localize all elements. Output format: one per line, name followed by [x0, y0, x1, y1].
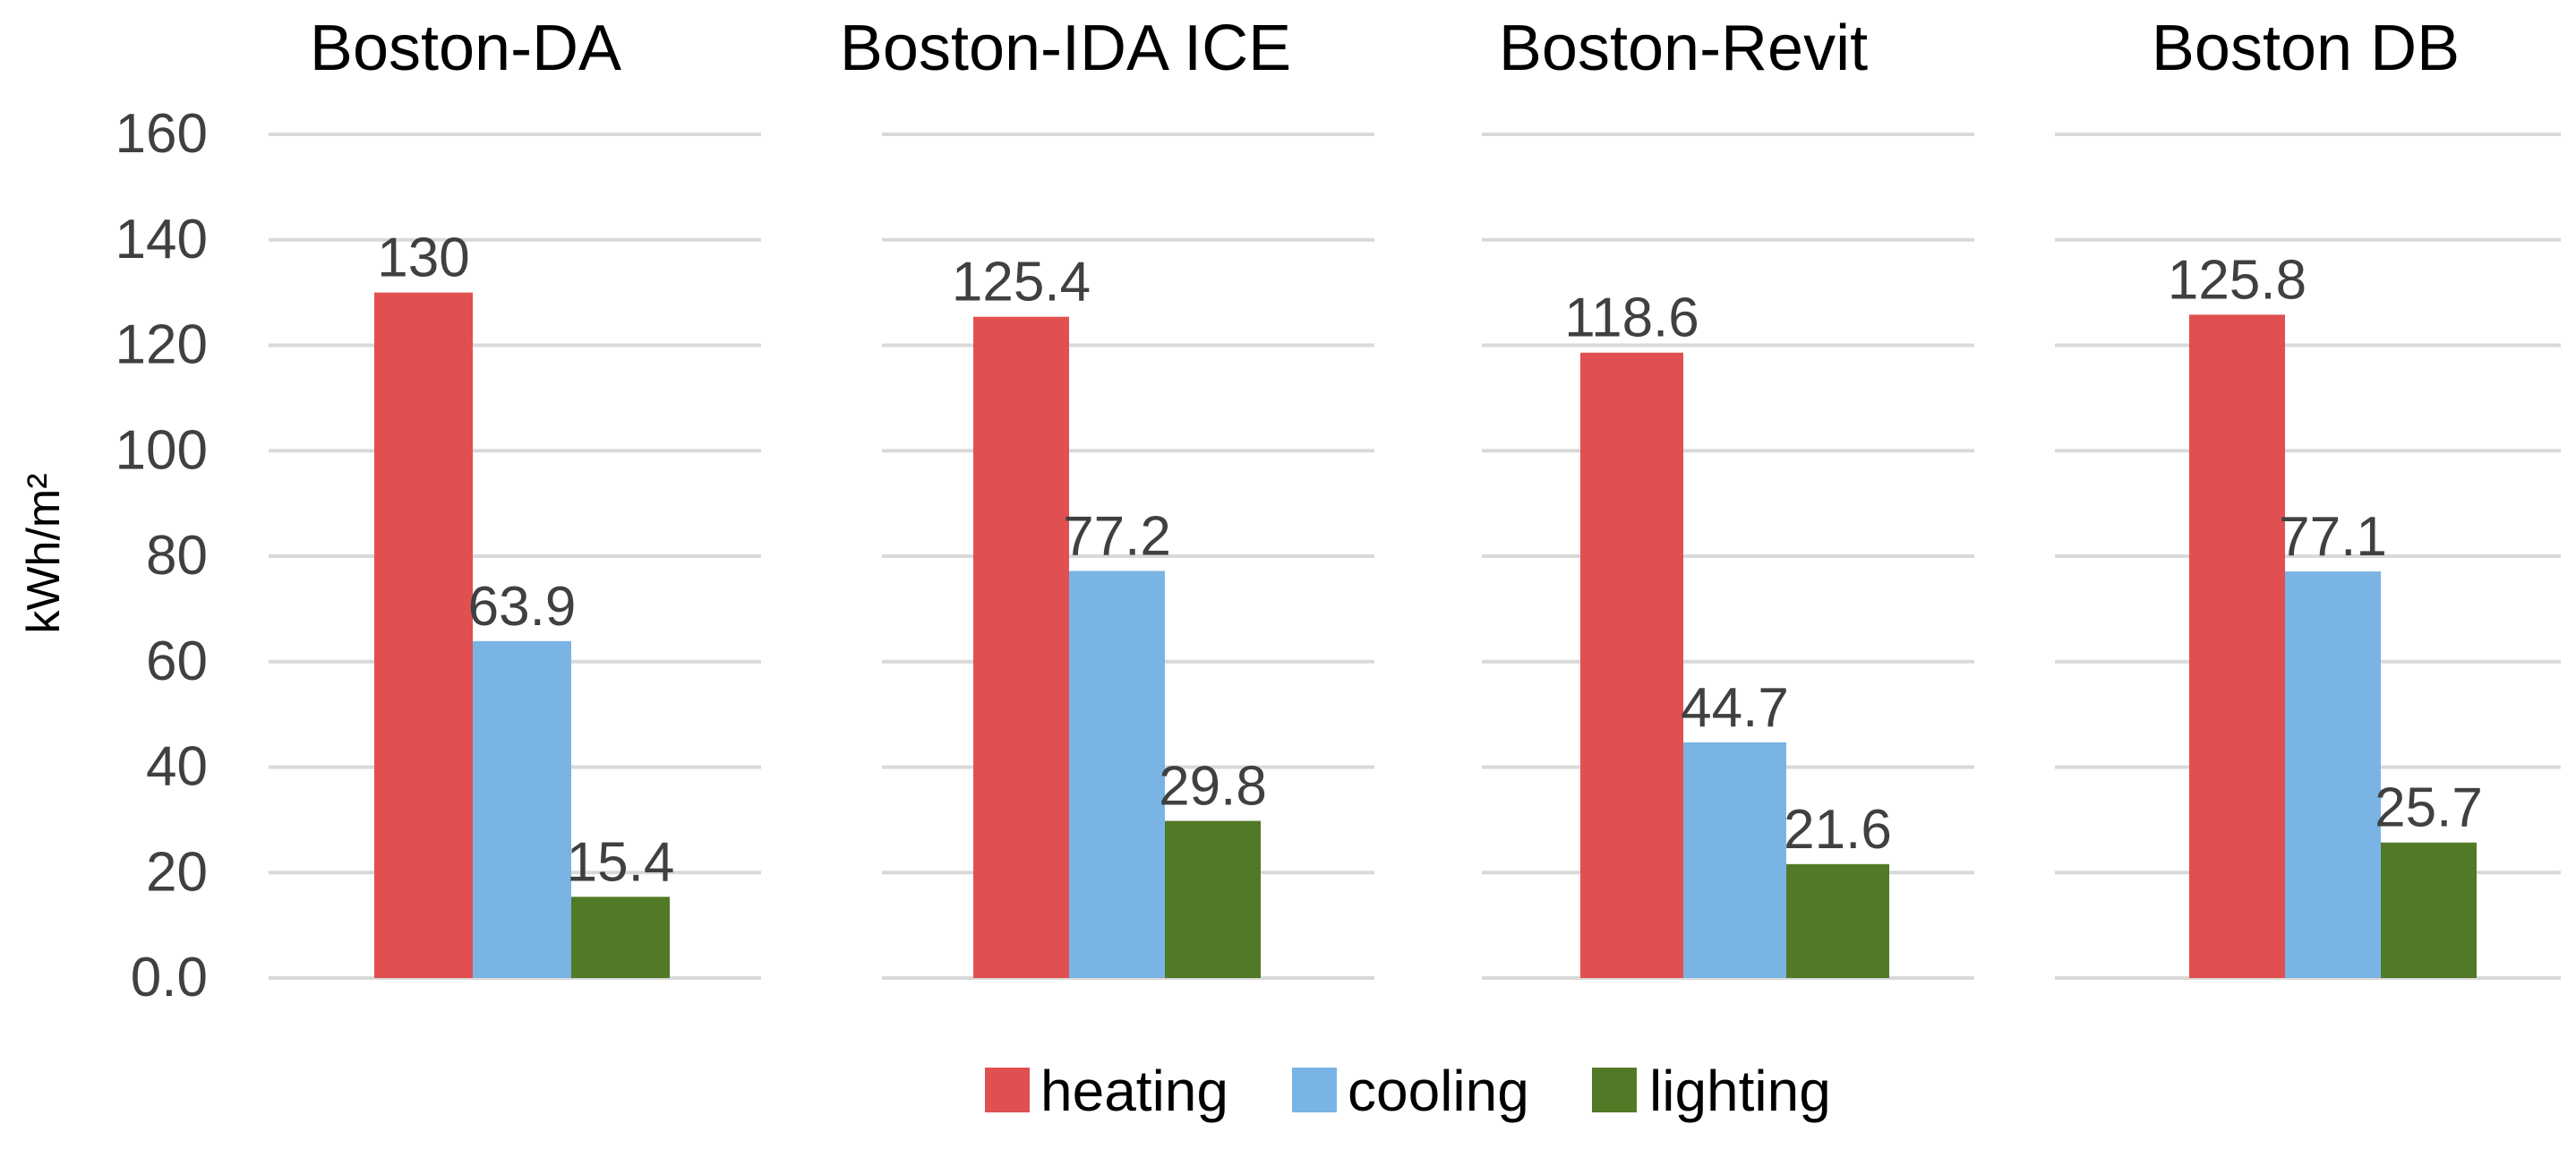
data-label: 130 [377, 227, 469, 289]
bar-cooling [473, 640, 571, 978]
y-tick-label: 60 [146, 631, 208, 692]
legend-swatch-cooling [1292, 1068, 1337, 1112]
data-label: 25.7 [2375, 777, 2483, 839]
legend-swatch-heating [985, 1068, 1030, 1112]
bar-heating [1580, 352, 1683, 978]
chart-panel: Boston-Revit 118.6 44.7 21.6 [1482, 13, 1974, 980]
bar-lighting [571, 897, 670, 978]
chart-panel: Boston DB 125.8 77.1 25.7 [2055, 13, 2561, 980]
chart-panel: Boston-IDA ICE 125.4 77.2 29.8 [840, 13, 1374, 980]
data-label: 77.2 [1063, 505, 1171, 567]
panel-title: Boston DB [2152, 13, 2460, 84]
legend-label-cooling: cooling [1348, 1059, 1529, 1123]
bar-heating [973, 316, 1069, 978]
panel-title: Boston-Revit [1499, 13, 1868, 84]
y-tick-label: 40 [146, 736, 208, 798]
data-label: 125.8 [2168, 249, 2306, 311]
data-label: 44.7 [1681, 677, 1789, 739]
bar-lighting [1165, 820, 1261, 978]
bar-lighting [2381, 842, 2477, 978]
bar-cooling [1069, 571, 1165, 978]
data-label: 21.6 [1784, 799, 1892, 861]
bar-cooling [1683, 742, 1786, 978]
bar-cooling [2285, 571, 2381, 978]
bar-heating [2189, 314, 2285, 978]
data-label: 29.8 [1159, 756, 1267, 818]
data-label: 77.1 [2279, 506, 2387, 568]
legend: heating cooling lighting [985, 1059, 1831, 1123]
bar-heating [374, 292, 473, 978]
y-tick-label: 80 [146, 525, 208, 587]
legend-label-lighting: lighting [1649, 1059, 1831, 1123]
panel-title: Boston-IDA ICE [840, 13, 1291, 84]
data-label: 118.6 [1564, 288, 1699, 349]
data-label: 63.9 [468, 576, 577, 638]
legend-swatch-lighting [1592, 1068, 1637, 1112]
chart-panel: Boston-DA 130 63.9 15.4 [269, 13, 761, 980]
bar-lighting [1786, 863, 1889, 978]
y-tick-label: 140 [116, 209, 208, 270]
y-axis-title: kWh/m² [18, 473, 70, 633]
y-tick-label: 0.0 [131, 947, 208, 1008]
y-tick-label: 160 [116, 103, 208, 165]
y-axis: 0.0 20 40 60 80 100 120 140 160 [116, 103, 208, 1008]
data-label: 125.4 [952, 252, 1091, 313]
data-label: 15.4 [567, 831, 675, 893]
panel-title: Boston-DA [310, 13, 621, 84]
y-tick-label: 100 [116, 419, 208, 481]
y-tick-label: 120 [116, 314, 208, 376]
y-tick-label: 20 [146, 841, 208, 903]
legend-label-heating: heating [1040, 1059, 1228, 1123]
panels: Boston-DA 130 63.9 15.4 Boston-IDA ICE 125.4 7… [269, 13, 2561, 980]
